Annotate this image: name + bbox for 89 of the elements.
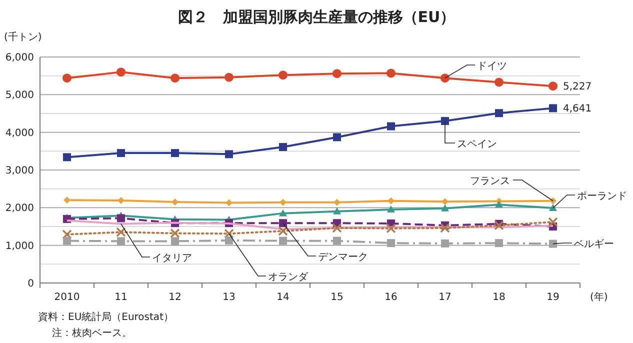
point <box>278 70 288 80</box>
x-tick-label: 12 <box>168 292 182 303</box>
point <box>387 239 395 248</box>
point <box>63 153 71 162</box>
text: ポーランド <box>577 191 627 202</box>
point <box>387 122 395 130</box>
point <box>333 236 341 245</box>
point <box>62 230 72 240</box>
chart-title: 図２ 加盟国別豚肉生産量の推移（EU） <box>178 8 456 26</box>
point <box>494 220 504 230</box>
x-tick-label: 15 <box>330 292 344 303</box>
x-tick-label: 16 <box>384 292 398 303</box>
point <box>549 240 557 248</box>
point <box>171 149 179 158</box>
point <box>548 82 558 91</box>
point <box>279 219 287 228</box>
text: イタリア <box>152 253 192 264</box>
point <box>442 198 448 206</box>
point <box>63 236 71 245</box>
y-axis-title: (千トン) <box>4 31 42 43</box>
data-label: 5,227 <box>563 82 592 93</box>
series-label: ベルギー <box>574 238 614 250</box>
y-tick-label: 4,000 <box>5 128 34 139</box>
point <box>279 236 287 245</box>
point <box>225 150 233 158</box>
point <box>333 207 341 214</box>
series-label: スペイン <box>457 139 497 150</box>
y-tick-label: 1,000 <box>5 240 34 252</box>
point <box>495 109 503 118</box>
x-tick-label: 13 <box>222 292 236 303</box>
point <box>441 117 449 126</box>
x-tick-label: 17 <box>438 292 452 303</box>
y-tick-label: 0 <box>28 278 34 290</box>
x-tick-label: 18 <box>492 292 506 303</box>
point <box>388 197 394 204</box>
point <box>549 104 557 112</box>
point <box>441 239 449 248</box>
point <box>440 74 450 83</box>
point <box>64 196 70 204</box>
point <box>280 198 286 206</box>
point <box>548 217 558 227</box>
point <box>117 149 125 158</box>
point <box>441 204 449 212</box>
text: 資料：EU統計局（Eurostat） <box>38 311 174 323</box>
y-tick-label: 3,000 <box>5 166 34 176</box>
text: デンマーク <box>318 252 368 263</box>
point <box>279 209 287 216</box>
point <box>386 68 396 78</box>
point <box>494 78 504 87</box>
y-tick-label: 2,000 <box>5 203 34 214</box>
series-label: ドイツ <box>477 61 507 72</box>
point <box>495 239 503 248</box>
point <box>279 143 287 152</box>
x-axis-title: (年) <box>590 291 608 303</box>
point <box>550 197 556 204</box>
point <box>226 199 232 206</box>
point <box>171 237 179 246</box>
point <box>225 236 233 244</box>
text: 注：枝肉ベース。 <box>52 327 132 339</box>
point <box>172 198 178 206</box>
point <box>117 237 125 246</box>
point <box>224 72 234 82</box>
y-tick-label: 6,000 <box>5 52 34 64</box>
text: オランダ <box>268 271 309 283</box>
x-tick-label: 19 <box>546 292 560 303</box>
x-tick-label: 11 <box>114 292 128 303</box>
point <box>224 228 234 239</box>
point <box>333 133 341 142</box>
point <box>117 214 125 222</box>
point <box>118 197 124 204</box>
point <box>170 74 180 83</box>
x-tick-label: 2010 <box>54 292 80 303</box>
point <box>170 228 180 238</box>
point <box>332 69 342 78</box>
point <box>387 206 395 213</box>
point <box>116 68 126 77</box>
point <box>334 198 340 206</box>
point <box>278 226 288 236</box>
y-tick-label: 5,000 <box>5 90 34 102</box>
point <box>440 223 450 233</box>
series-label: フランス <box>470 176 510 187</box>
point <box>386 223 396 234</box>
point <box>116 227 126 238</box>
point <box>332 223 342 233</box>
point <box>495 200 503 208</box>
x-tick-label: 14 <box>276 292 290 303</box>
data-label: 4,641 <box>563 104 592 115</box>
point <box>62 74 72 83</box>
point <box>549 204 557 212</box>
